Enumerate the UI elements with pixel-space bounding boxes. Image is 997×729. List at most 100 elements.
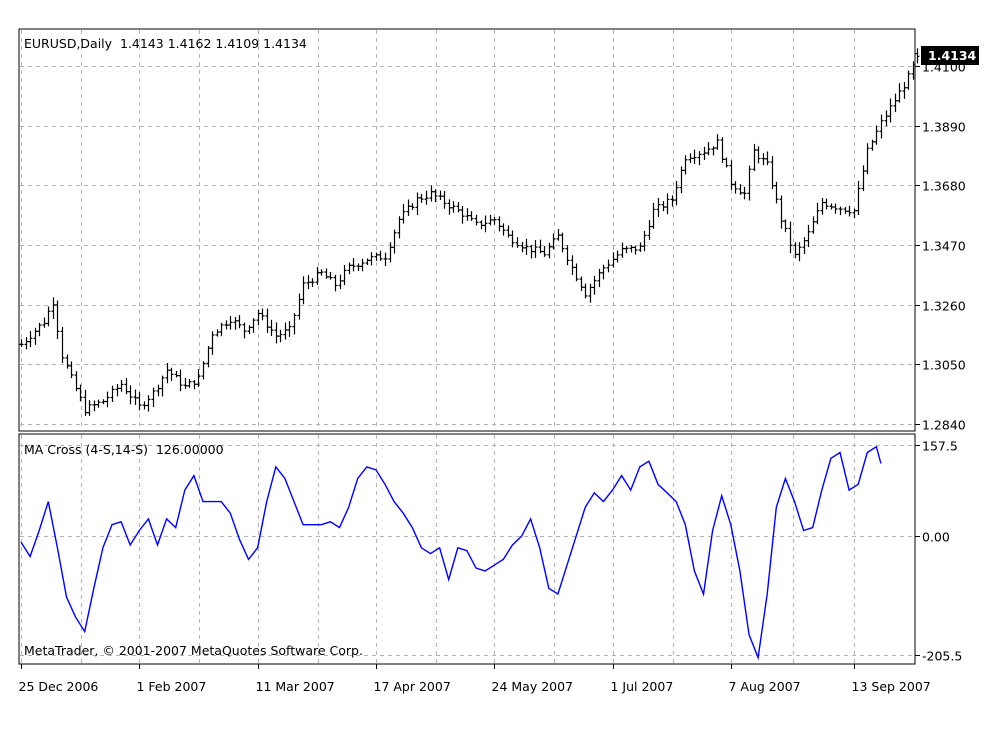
ohlc-bar	[497, 216, 502, 232]
ohlc-bar	[779, 195, 784, 229]
ohlc-bar	[856, 180, 861, 215]
ohlc-bar	[137, 392, 142, 411]
ohlc-bar	[483, 215, 488, 233]
ohlc-bar	[579, 276, 584, 291]
ohlc-bar	[96, 399, 101, 408]
ohlc-bar	[105, 391, 110, 408]
x-tick-label: 7 Aug 2007	[729, 679, 801, 694]
indicator-y-tick-label: 157.5	[922, 439, 958, 454]
ohlc-bar	[492, 216, 497, 225]
ohlc-bar	[879, 114, 884, 139]
ohlc-bar	[738, 184, 743, 195]
copyright-text: MetaTrader, © 2001-2007 MetaQuotes Softw…	[24, 643, 363, 658]
ohlc-bar	[629, 245, 634, 253]
ohlc-bar	[893, 93, 898, 113]
y-tick-label: 1.3890	[922, 120, 966, 135]
ohlc-bar	[119, 380, 124, 392]
ohlc-bar	[42, 317, 47, 328]
indicator-y-tick-label: -205.5	[922, 649, 962, 664]
ohlc-bar	[456, 202, 461, 213]
y-tick-label: 1.3470	[922, 239, 966, 254]
ohlc-bar	[488, 214, 493, 226]
ohlc-bar	[761, 153, 766, 166]
ohlc-bar	[215, 329, 220, 337]
ohlc-bar	[160, 375, 165, 397]
ohlc-bar	[874, 125, 879, 145]
ohlc-bar	[611, 252, 616, 268]
ohlc-bar	[406, 199, 411, 216]
ohlc-bar	[697, 151, 702, 166]
y-tick-label: 1.3260	[922, 299, 966, 314]
ohlc-bar	[260, 308, 265, 321]
ohlc-bar	[542, 245, 547, 257]
ohlc-bar	[642, 230, 647, 252]
ohlc-bar	[560, 232, 565, 253]
ohlc-bar	[360, 258, 365, 272]
ohlc-bar	[797, 242, 802, 262]
ohlc-bar	[679, 166, 684, 194]
indicator-title: MA Cross (4-S,14-S) 126.00000	[24, 442, 224, 457]
ohlc-bar	[374, 252, 379, 261]
ohlc-bar	[219, 322, 224, 337]
ohlc-bar	[451, 201, 456, 213]
ohlc-bar	[824, 198, 829, 210]
ohlc-bar	[829, 203, 834, 210]
ohlc-bar	[69, 361, 74, 379]
ohlc-bar	[624, 245, 629, 254]
ohlc-bar	[852, 208, 857, 219]
ohlc-bar	[224, 320, 229, 330]
ohlc-bar	[897, 83, 902, 103]
ohlc-bar	[592, 275, 597, 295]
ohlc-bar	[520, 241, 525, 253]
x-tick-label: 25 Dec 2006	[19, 679, 99, 694]
ohlc-bar	[174, 371, 179, 378]
ohlc-bar	[60, 327, 65, 364]
ohlc-bar	[915, 48, 920, 64]
ohlc-bar	[447, 199, 452, 215]
ohlc-bar	[319, 269, 324, 276]
ohlc-bar	[397, 216, 402, 239]
main-chart-title: EURUSD,Daily 1.4143 1.4162 1.4109 1.4134	[24, 36, 307, 51]
grid	[20, 30, 914, 663]
ohlc-bar	[529, 244, 534, 259]
x-tick-label: 11 Mar 2007	[256, 679, 335, 694]
ohlc-bar	[865, 143, 870, 175]
ohlc-bar	[24, 337, 29, 350]
ohlc-bar	[187, 379, 192, 388]
ohlc-bar	[128, 385, 133, 405]
ohlc-bar	[465, 208, 470, 221]
ohlc-bar	[870, 139, 875, 151]
ohlc-bar	[178, 369, 183, 392]
ohlc-bar	[87, 400, 92, 416]
ohlc-bar	[392, 229, 397, 254]
ohlc-bar	[37, 322, 42, 337]
ohlc-bar	[133, 389, 138, 405]
ohlc-bar	[251, 318, 256, 333]
ohlc-bar	[46, 306, 51, 327]
ohlc-bar	[247, 325, 252, 335]
ohlc-bar	[888, 98, 893, 123]
ohlc-bar	[287, 320, 292, 337]
ohlc-bar	[515, 237, 520, 248]
ohlc-bar	[524, 238, 529, 256]
ma-cross-line	[20, 445, 882, 661]
ohlc-bar	[706, 142, 711, 156]
ohlc-bar	[110, 385, 115, 402]
x-tick-label: 17 Apr 2007	[374, 679, 451, 694]
ohlc-bar	[843, 206, 848, 214]
ohlc-bar	[688, 153, 693, 163]
ohlc-bar	[783, 219, 788, 233]
ohlc-bar	[28, 331, 33, 348]
ohlc-bar	[720, 137, 725, 163]
ohlc-bar	[115, 383, 120, 397]
ohlc-bar	[506, 225, 511, 238]
ohlc-bar	[647, 219, 652, 240]
x-tick-label: 13 Sep 2007	[852, 679, 931, 694]
ohlc-bar	[192, 379, 197, 390]
ohlc-bar	[556, 228, 561, 241]
ohlc-bar	[401, 203, 406, 224]
ohlc-bar	[765, 151, 770, 166]
indicator-y-tick-label: 0.00	[922, 530, 950, 545]
current-price-label-bg	[921, 46, 979, 65]
